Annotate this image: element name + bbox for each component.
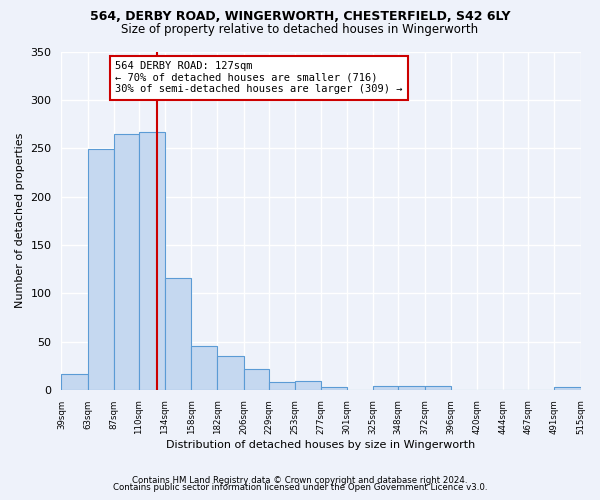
Bar bbox=[191, 346, 217, 390]
Text: 564, DERBY ROAD, WINGERWORTH, CHESTERFIELD, S42 6LY: 564, DERBY ROAD, WINGERWORTH, CHESTERFIE… bbox=[90, 10, 510, 23]
X-axis label: Distribution of detached houses by size in Wingerworth: Distribution of detached houses by size … bbox=[166, 440, 476, 450]
Bar bbox=[114, 134, 139, 390]
Bar bbox=[295, 381, 321, 390]
Text: Contains public sector information licensed under the Open Government Licence v3: Contains public sector information licen… bbox=[113, 484, 487, 492]
Text: Size of property relative to detached houses in Wingerworth: Size of property relative to detached ho… bbox=[121, 22, 479, 36]
Bar bbox=[425, 386, 451, 390]
Text: Contains HM Land Registry data © Crown copyright and database right 2024.: Contains HM Land Registry data © Crown c… bbox=[132, 476, 468, 485]
Text: 564 DERBY ROAD: 127sqm
← 70% of detached houses are smaller (716)
30% of semi-de: 564 DERBY ROAD: 127sqm ← 70% of detached… bbox=[115, 61, 403, 94]
Bar bbox=[554, 387, 581, 390]
Bar bbox=[139, 132, 165, 390]
Bar bbox=[269, 382, 295, 390]
Bar bbox=[165, 278, 191, 390]
Bar bbox=[217, 356, 244, 390]
Bar bbox=[244, 368, 269, 390]
Bar bbox=[88, 149, 114, 390]
Bar bbox=[61, 374, 88, 390]
Bar bbox=[373, 386, 398, 390]
Y-axis label: Number of detached properties: Number of detached properties bbox=[15, 133, 25, 308]
Bar bbox=[398, 386, 425, 390]
Bar bbox=[321, 387, 347, 390]
